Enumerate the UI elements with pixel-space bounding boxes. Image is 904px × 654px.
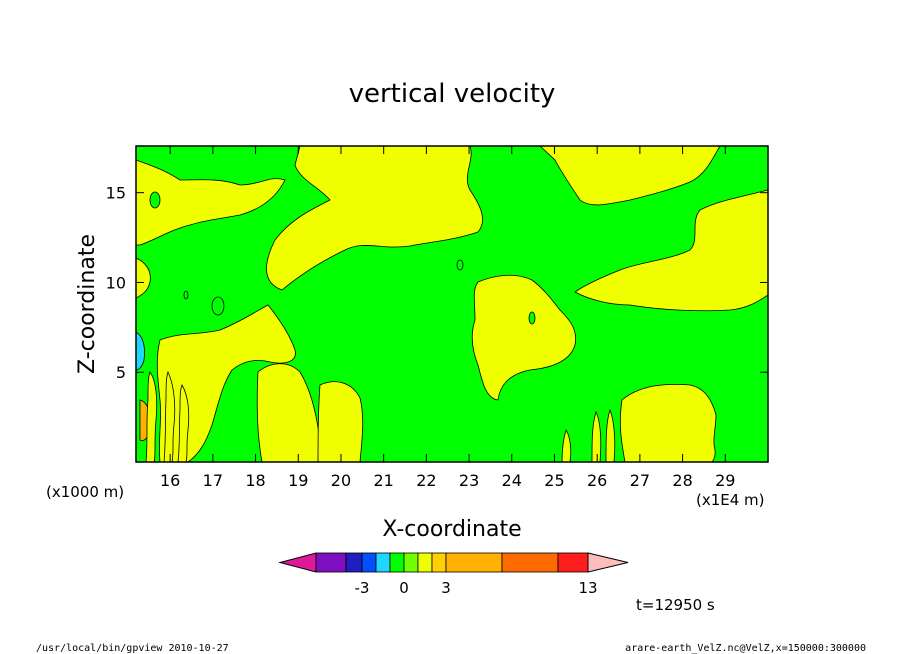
- footer-left: /usr/local/bin/gpview 2010-10-27: [36, 643, 229, 654]
- contour-region-yellow-mid-right: [471, 274, 577, 401]
- contour-region-yellow-edge-column: [145, 371, 158, 462]
- x-tick-label: 25: [544, 471, 564, 490]
- colorbar-segment: [403, 552, 419, 573]
- contour-patch: [149, 191, 161, 209]
- contour-region-yellow-upper-right: [539, 146, 721, 206]
- contour-region-yellow-edge-column: [163, 370, 176, 462]
- time-label: t=12950 s: [636, 596, 715, 614]
- contour-patch: [183, 290, 189, 300]
- colorbar-segment: [315, 552, 347, 573]
- contour-region-yellow-right-corner: [574, 189, 768, 312]
- colorbar-segment: [375, 552, 391, 573]
- x-tick-label: 17: [203, 471, 223, 490]
- contour-region-yellow-bottom-mid: [317, 381, 364, 462]
- x-axis: 16 17 18 19 20 21 22 23 24 25 26 27 28 29: [160, 146, 735, 490]
- footer-right: arare-earth_VelZ.nc@VelZ,x=150000:300000: [625, 643, 866, 654]
- contour-patch: [528, 311, 536, 325]
- x-tick-label: 26: [587, 471, 607, 490]
- colorbar-segment: [389, 552, 405, 573]
- colorbar-low-arrow: [278, 552, 317, 573]
- y-tick-label: 5: [116, 363, 126, 382]
- x-tick-label: 20: [331, 471, 351, 490]
- colorbar-tick-label: 3: [441, 579, 451, 597]
- contour-region-yellow-edge-column: [177, 384, 190, 462]
- colorbar: -3 0 3 13: [278, 552, 629, 597]
- x-tick-label: 16: [160, 471, 180, 490]
- plot-area: 16 17 18 19 20 21 22 23 24 25 26 27 28 29 5 10 15: [106, 145, 769, 490]
- colorbar-segment: [345, 552, 363, 573]
- contour-region-yellow-upper-left: [136, 159, 286, 246]
- contour-patch: [211, 296, 225, 316]
- contour-fills: [136, 146, 768, 462]
- colorbar-segment: [361, 552, 377, 573]
- colorbar-tick-label: 0: [399, 579, 409, 597]
- contour-region-cyan: [136, 331, 145, 371]
- colorbar-segment: [557, 552, 589, 573]
- y-tick-label: 10: [106, 273, 126, 292]
- x-tick-label: 21: [373, 471, 393, 490]
- colorbar-tick-label: -3: [355, 579, 370, 597]
- contour-region-yellow-column-26: [591, 410, 602, 462]
- y-tick-label: 15: [106, 184, 126, 203]
- colorbar-high-arrow: [587, 552, 629, 573]
- x-tick-label: 23: [459, 471, 479, 490]
- y-axis-label: Z-coordinate: [75, 234, 100, 374]
- colorbar-tick-label: 13: [578, 579, 597, 597]
- contour-patch: [456, 259, 464, 271]
- colorbar-segment: [431, 552, 447, 573]
- plot-frame: [135, 145, 769, 463]
- x-tick-label: 19: [288, 471, 308, 490]
- x-tick-label: 18: [245, 471, 265, 490]
- colorbar-segment: [417, 552, 433, 573]
- contour-region-yellow-upper-center: [266, 146, 483, 291]
- colorbar-segment: [501, 552, 559, 573]
- contour-region-yellow-left-strip: [136, 257, 151, 299]
- colorbar-segment: [445, 552, 503, 573]
- contour-region-yellow-column-25: [561, 429, 572, 462]
- contour-region-yellow-bottom-right: [619, 383, 717, 462]
- x-axis-label: X-coordinate: [382, 517, 521, 542]
- y-unit-note: (x1000 m): [46, 483, 124, 501]
- contour-region-yellow-column-26: [605, 408, 616, 462]
- x-tick-label: 27: [630, 471, 650, 490]
- x-tick-label: 24: [502, 471, 522, 490]
- contour-region-yellow-lower-left: [156, 304, 296, 462]
- x-tick-label: 28: [672, 471, 692, 490]
- x-tick-label: 22: [416, 471, 436, 490]
- x-tick-label: 29: [715, 471, 735, 490]
- x-unit-note: (x1E4 m): [696, 491, 765, 509]
- y-axis: 5 10 15: [106, 184, 768, 382]
- chart-title: vertical velocity: [349, 79, 556, 109]
